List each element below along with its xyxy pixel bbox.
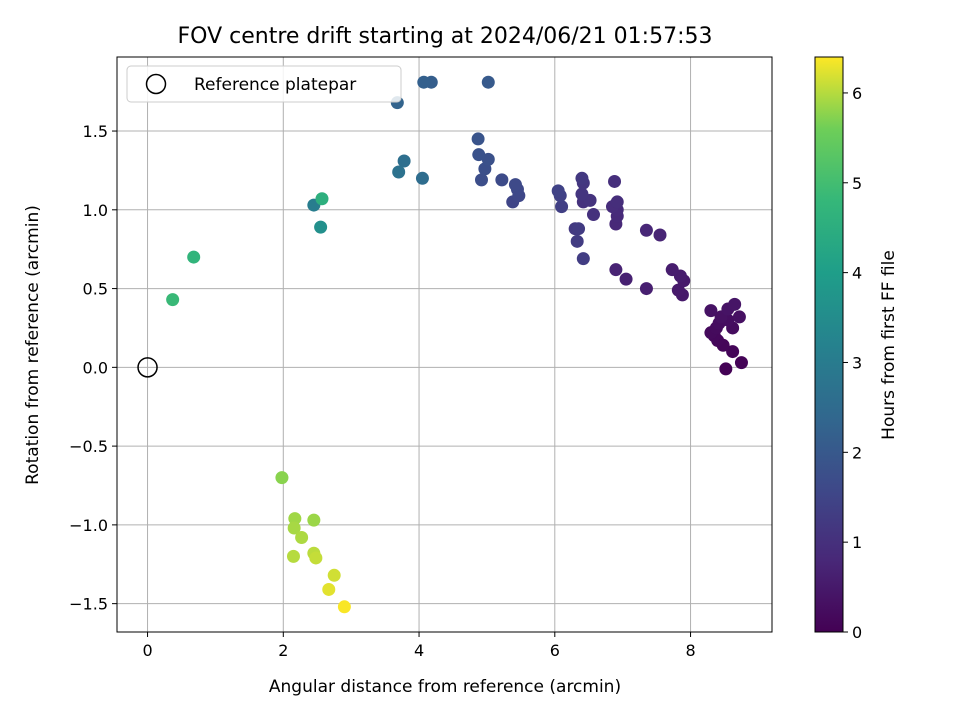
data-point — [576, 252, 590, 266]
data-point — [575, 187, 589, 201]
plot-frame — [116, 56, 773, 633]
legend-entry-reference-platepar: Reference platepar — [194, 75, 356, 95]
data-point — [726, 345, 740, 359]
data-point — [728, 297, 742, 311]
reference-platepar-point — [137, 357, 158, 378]
data-point — [734, 356, 748, 370]
y-tick-label: 1.0 — [83, 201, 108, 220]
colorbar-tick-label: 3 — [852, 353, 862, 372]
data-point — [166, 293, 180, 307]
x-tick-label: 8 — [685, 641, 695, 660]
plot-area — [116, 56, 773, 633]
data-point — [307, 513, 321, 527]
colorbar-tick-label: 0 — [852, 623, 862, 642]
y-tick-label: 1.5 — [83, 122, 108, 141]
legend: Reference platepar — [126, 65, 402, 103]
data-point — [555, 200, 569, 214]
data-point — [495, 173, 509, 187]
y-tick-label: −1.0 — [69, 516, 108, 535]
x-axis: 0 2 4 6 8 — [142, 632, 696, 660]
data-point — [609, 263, 623, 277]
colorbar-tick-label: 4 — [852, 264, 862, 283]
y-tick-label: −1.5 — [69, 595, 108, 614]
data-point — [275, 471, 289, 485]
colorbar-tick-label: 5 — [852, 174, 862, 193]
data-point — [719, 362, 733, 376]
data-point — [570, 234, 584, 248]
x-tick-label: 2 — [278, 641, 288, 660]
colorbar-label: Hours from first FF file — [879, 250, 899, 440]
data-point — [309, 551, 323, 565]
data-point — [575, 171, 589, 185]
y-axis: −1.5 −1.0 −0.5 0.0 0.5 1.0 1.5 — [69, 122, 117, 614]
legend-marker — [145, 73, 167, 95]
x-tick-label: 6 — [550, 641, 560, 660]
data-point — [417, 75, 431, 89]
data-point — [572, 222, 586, 236]
data-point — [472, 148, 486, 162]
data-point — [619, 272, 633, 286]
data-point — [732, 310, 746, 324]
data-point — [322, 582, 336, 596]
data-point — [639, 223, 653, 237]
data-point — [665, 263, 679, 277]
data-point — [704, 304, 718, 318]
data-point — [639, 282, 653, 296]
data-point — [474, 173, 488, 187]
data-point — [653, 228, 667, 242]
data-point — [586, 208, 600, 222]
x-tick-label: 4 — [414, 641, 424, 660]
data-point — [187, 250, 201, 264]
legend-box — [126, 65, 402, 103]
data-point — [508, 178, 522, 192]
data-point — [315, 192, 329, 206]
data-point — [314, 220, 328, 234]
data-point — [288, 512, 302, 526]
data-point — [397, 154, 411, 168]
data-point — [471, 132, 485, 146]
chart-title: FOV centre drift starting at 2024/06/21 … — [178, 24, 713, 49]
data-point — [295, 530, 309, 544]
y-tick-label: 0.0 — [83, 358, 108, 377]
data-point — [610, 195, 624, 209]
x-tick-label: 0 — [142, 641, 152, 660]
colorbar-tick-label: 2 — [852, 443, 862, 462]
plot-background — [117, 57, 772, 632]
data-point — [608, 174, 622, 188]
data-point — [481, 75, 495, 89]
scatter-points — [166, 75, 748, 614]
grid — [117, 57, 772, 632]
data-point — [287, 521, 301, 535]
colorbar-tick-label: 6 — [852, 84, 862, 103]
data-point — [671, 283, 685, 297]
data-point — [327, 568, 341, 582]
y-tick-label: −0.5 — [69, 437, 108, 456]
data-point — [286, 549, 300, 563]
data-point — [392, 165, 406, 179]
colorbar-gradient — [814, 56, 844, 633]
y-axis-label: Rotation from reference (arcmin) — [23, 205, 43, 485]
colorbar-ticks: 0 1 2 3 4 5 6 — [843, 84, 862, 642]
colorbar: 0 1 2 3 4 5 6 Hours from first FF file — [814, 56, 899, 642]
x-axis-label: Angular distance from reference (arcmin) — [269, 677, 621, 697]
y-tick-label: 0.5 — [83, 280, 108, 299]
data-point — [551, 184, 565, 198]
data-point — [415, 171, 429, 185]
data-point — [337, 600, 351, 614]
colorbar-tick-label: 1 — [852, 533, 862, 552]
